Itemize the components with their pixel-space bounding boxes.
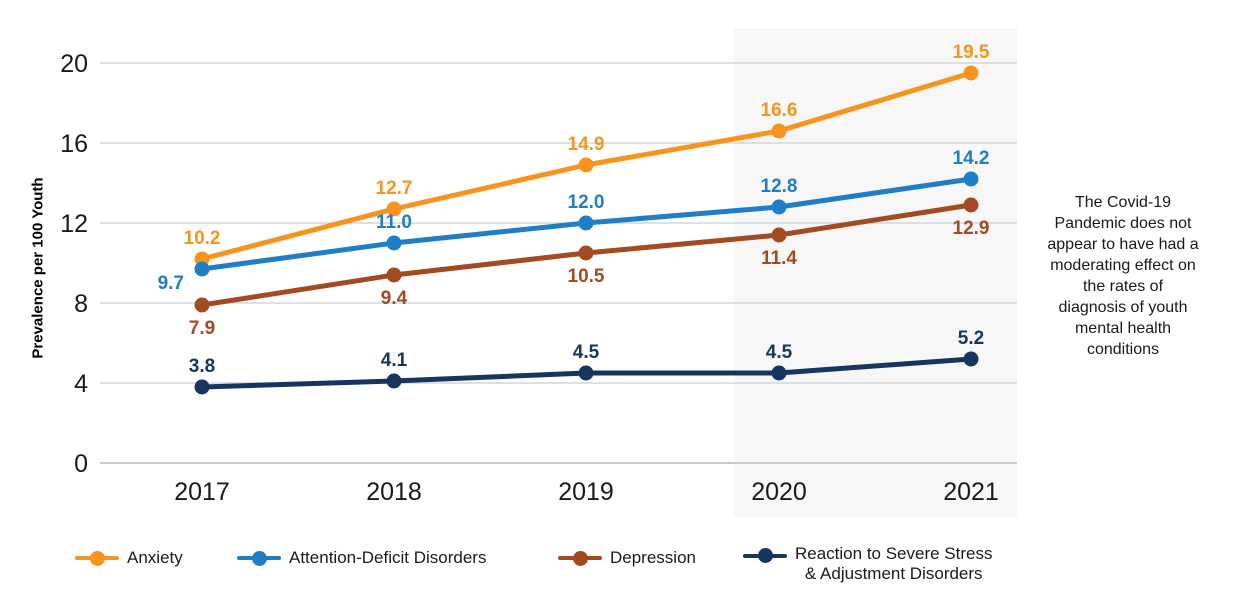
data-point <box>578 157 594 173</box>
data-point <box>771 199 787 215</box>
y-tick-label: 12 <box>60 210 88 238</box>
data-point-label: 12.9 <box>953 218 990 239</box>
data-point-label: 7.9 <box>189 318 215 339</box>
data-point <box>771 227 787 243</box>
y-tick-label: 20 <box>60 50 88 78</box>
annotation-note: The Covid-19 Pandemic does not appear to… <box>1047 194 1199 358</box>
y-axis-title: Prevalence per 100 Youth <box>29 177 47 359</box>
data-point-label: 10.5 <box>568 266 605 287</box>
legend-item-depression: Depression <box>558 544 696 572</box>
x-tick-label: 2020 <box>751 478 807 506</box>
data-point-label: 10.2 <box>184 228 221 249</box>
legend-label-attention-deficit: Attention-Deficit Disorders <box>289 548 487 567</box>
legend-label-anxiety: Anxiety <box>127 548 183 567</box>
depression-legend-marker-icon <box>558 550 602 566</box>
data-point-label: 3.8 <box>189 356 215 377</box>
y-tick-label: 4 <box>74 370 88 398</box>
anxiety-legend-marker-icon <box>75 550 119 566</box>
data-point <box>578 365 594 381</box>
data-point-label: 9.7 <box>158 273 184 294</box>
data-point-label: 4.5 <box>573 342 600 363</box>
data-point <box>578 245 594 261</box>
x-tick-label: 2017 <box>174 478 230 506</box>
data-point <box>194 379 210 395</box>
legend-item-anxiety: Anxiety <box>75 544 183 572</box>
data-point <box>386 267 402 283</box>
data-point <box>386 201 402 217</box>
data-point <box>963 197 979 213</box>
data-point <box>386 373 402 389</box>
data-point-label: 12.0 <box>568 192 605 213</box>
data-point-label: 14.2 <box>953 148 990 169</box>
data-point <box>578 215 594 231</box>
attention-deficit-legend-marker-icon <box>237 550 281 566</box>
y-tick-label: 8 <box>74 290 88 318</box>
data-point <box>963 171 979 187</box>
data-point-label: 12.8 <box>761 176 798 197</box>
data-point-label: 9.4 <box>381 288 408 309</box>
covid-highlight-region <box>734 28 1017 517</box>
data-point-label: 12.7 <box>376 178 413 199</box>
legend-item-attention-deficit: Attention-Deficit Disorders <box>237 544 486 572</box>
data-point <box>194 261 210 277</box>
legend-label-stress-adjustment: Reaction to Severe Stress & Adjustment D… <box>795 544 993 583</box>
data-point <box>386 235 402 251</box>
legend-label-depression: Depression <box>610 548 696 567</box>
x-tick-label: 2021 <box>943 478 999 506</box>
data-point-label: 4.5 <box>766 342 793 363</box>
data-point-label: 5.2 <box>958 328 984 349</box>
y-tick-label: 16 <box>60 130 88 158</box>
data-point <box>771 365 787 381</box>
legend-item-stress-adjustment: Reaction to Severe Stress & Adjustment D… <box>743 544 992 590</box>
data-point-label: 4.1 <box>381 350 408 371</box>
stress-adjustment-legend-marker-icon <box>743 548 787 563</box>
x-tick-label: 2019 <box>558 478 614 506</box>
data-point-label: 16.6 <box>761 100 798 121</box>
data-point-label: 14.9 <box>568 134 605 155</box>
data-point <box>771 123 787 139</box>
data-point-label: 11.0 <box>376 212 412 233</box>
data-point <box>194 297 210 313</box>
data-point <box>963 65 979 81</box>
data-point-label: 19.5 <box>953 42 990 63</box>
y-tick-label: 0 <box>74 450 88 478</box>
x-tick-label: 2018 <box>366 478 422 506</box>
data-point <box>963 351 979 367</box>
data-point-label: 11.4 <box>761 248 797 269</box>
legend: Anxiety Attention-Deficit Disorders Depr… <box>0 544 1240 604</box>
